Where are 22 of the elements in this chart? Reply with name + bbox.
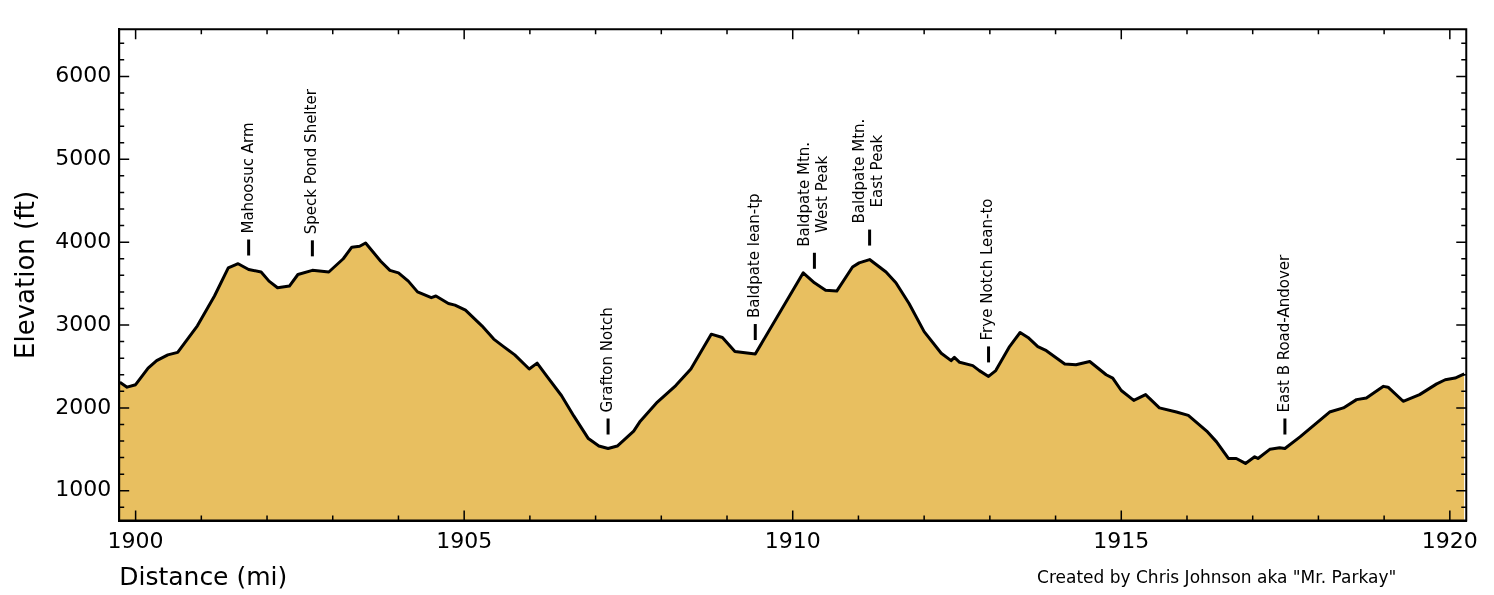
annotation: Baldpate lean-tp	[745, 193, 764, 319]
x-tick-label: 1900	[107, 527, 164, 553]
annotation: Grafton Notch	[597, 307, 616, 413]
y-tick-label: 2000	[55, 393, 112, 419]
text: Created by Chris Johnson aka "Mr. Parkay"	[1037, 566, 1397, 587]
annotation: Mahoosuc Arm	[238, 122, 257, 234]
annotation: Baldpate Mtn. East Peak	[850, 118, 887, 224]
annotation: Frye Notch Lean-to	[978, 198, 997, 341]
y-tick-label: 1000	[55, 476, 112, 502]
y-tick-label: 6000	[55, 62, 112, 88]
x-tick-label: 1920	[1421, 527, 1478, 553]
annotation: Baldpate Mtn. West Peak	[795, 141, 832, 247]
x-tick-label: 1910	[764, 527, 821, 553]
y-tick-label: 5000	[55, 145, 112, 171]
y-tick-label: 4000	[55, 227, 112, 253]
x-axis-title: Distance (mi)	[119, 561, 288, 591]
annotation: Speck Pond Shelter	[302, 88, 321, 235]
y-axis-title: Elevation (ft)	[10, 190, 41, 360]
x-tick-label: 1905	[436, 527, 493, 553]
y-tick-label: 3000	[55, 310, 112, 336]
x-tick-label: 1915	[1093, 527, 1150, 553]
annotation: East B Road-Andover	[1274, 254, 1293, 413]
